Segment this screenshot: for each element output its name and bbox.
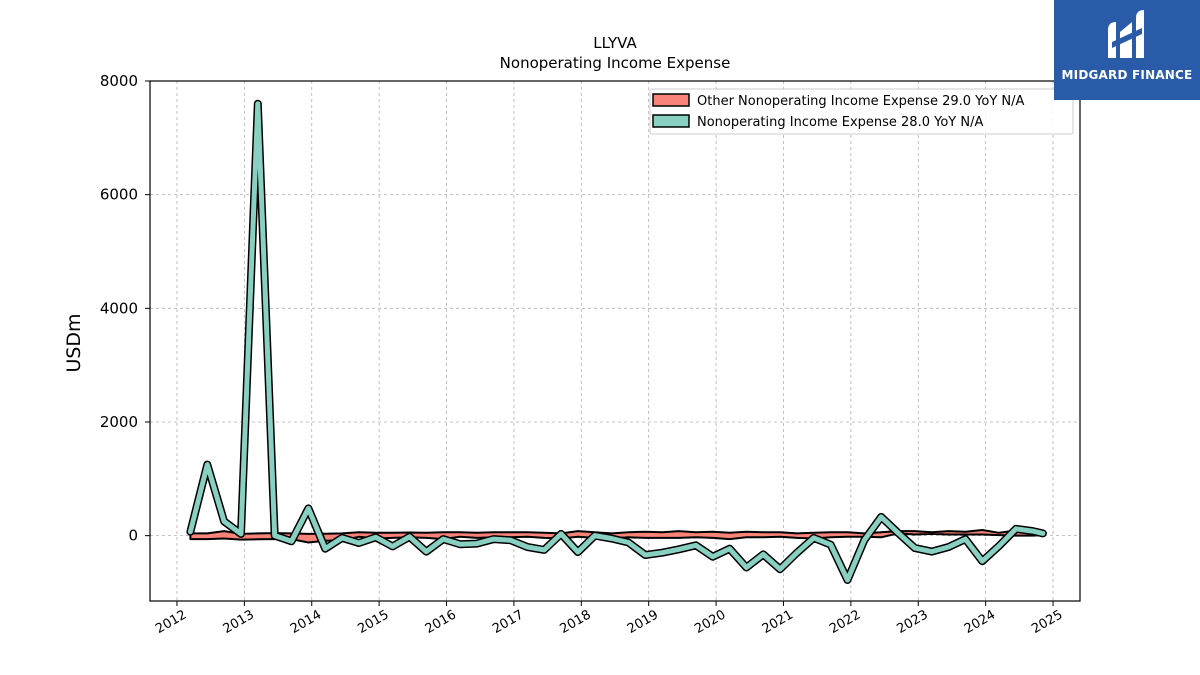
- chart-subtitle: Nonoperating Income Expense: [500, 54, 731, 72]
- brand-name: MIDGARD FINANCE: [1061, 68, 1193, 82]
- y-tick-label: 4000: [100, 299, 138, 317]
- logo-mark-icon: [1108, 10, 1144, 58]
- x-axis: 2012 2013 2014 2015 2016 2017 2018 2019 2020 2021…: [153, 601, 1065, 637]
- x-tick-label: 2020: [692, 607, 728, 637]
- x-tick-label: 2013: [221, 607, 257, 637]
- chart-title: LLYVA: [593, 34, 637, 52]
- y-axis-label: USDm: [63, 313, 85, 372]
- x-tick-label: 2025: [1029, 607, 1065, 637]
- grid-lines: [150, 80, 1080, 601]
- plot-frame: [149, 80, 1081, 602]
- plot-area: [186, 99, 1047, 584]
- x-tick-label: 2015: [355, 607, 391, 637]
- y-tick-label: 8000: [100, 72, 138, 90]
- legend: Other Nonoperating Income Expense 29.0 Y…: [649, 88, 1074, 135]
- legend-swatch-nonoperating: [652, 114, 690, 128]
- y-tick-label: 0: [128, 527, 138, 545]
- legend-label-other-nonoperating: Other Nonoperating Income Expense 29.0 Y…: [697, 94, 1025, 109]
- y-axis: 0 2000 4000 6000 8000: [100, 72, 150, 545]
- series-line-nonoperating: [187, 101, 1046, 583]
- x-tick-label: 2024: [962, 607, 998, 637]
- x-tick-label: 2014: [288, 607, 324, 637]
- y-tick-label: 6000: [100, 186, 138, 204]
- series-line-outline-nonoperating: [186, 99, 1047, 584]
- x-tick-label: 2019: [625, 607, 661, 637]
- legend-box: [649, 88, 1074, 135]
- x-tick-label: 2018: [558, 607, 594, 637]
- x-tick-label: 2017: [490, 607, 526, 637]
- legend-label-nonoperating: Nonoperating Income Expense 28.0 YoY N/A: [697, 115, 983, 130]
- x-tick-label: 2023: [894, 607, 930, 637]
- x-tick-label: 2021: [760, 607, 796, 637]
- x-tick-label: 2012: [153, 607, 189, 637]
- legend-swatch-other-nonoperating: [652, 93, 690, 107]
- brand-logo: MIDGARD FINANCE: [1054, 0, 1200, 100]
- x-tick-label: 2016: [423, 607, 459, 637]
- y-tick-label: 2000: [100, 413, 138, 431]
- x-tick-label: 2022: [827, 607, 863, 637]
